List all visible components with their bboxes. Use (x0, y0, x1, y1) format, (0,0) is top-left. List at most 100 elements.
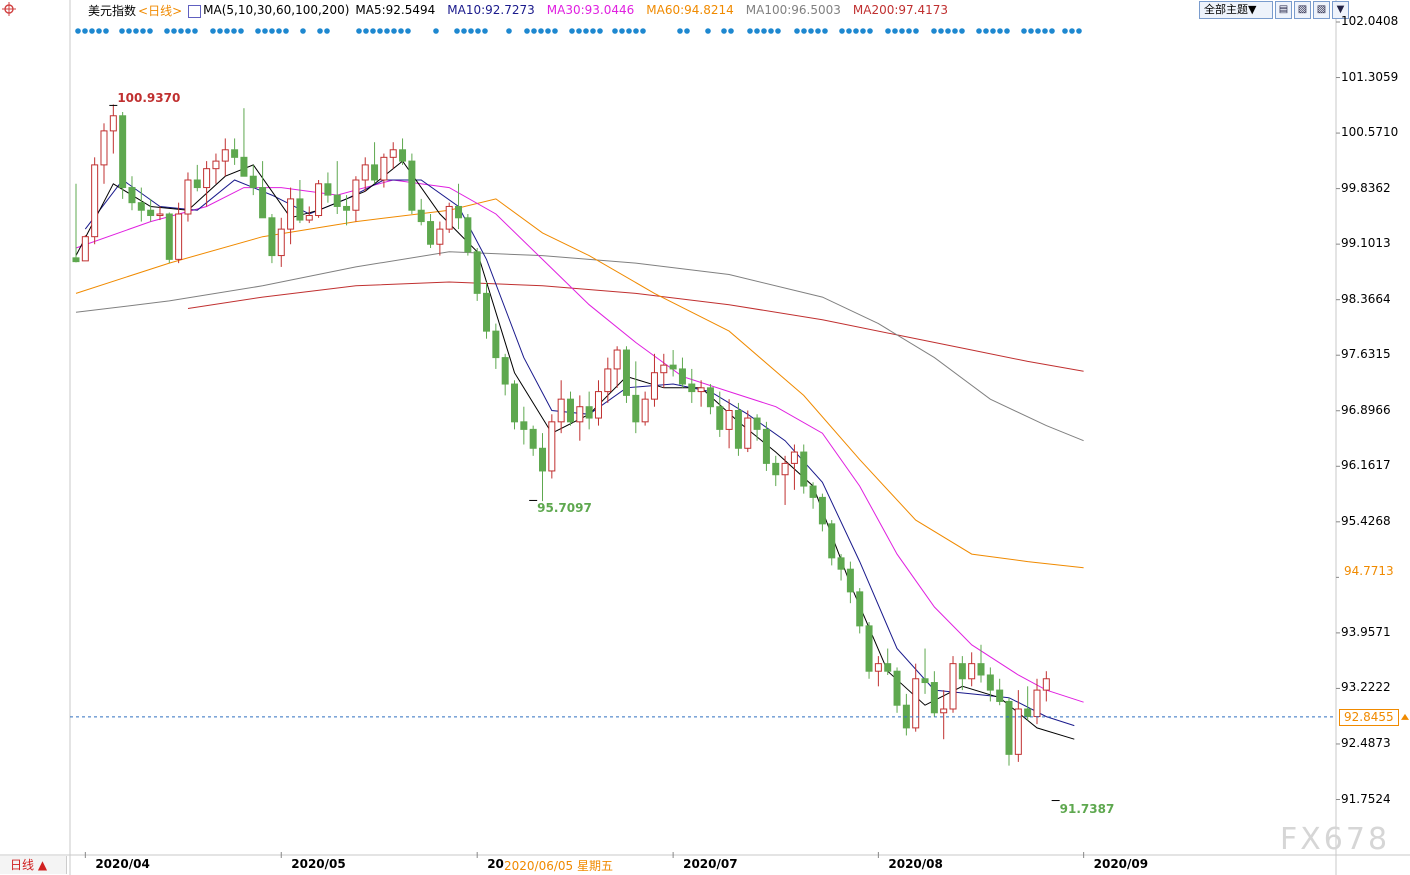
event-dot[interactable] (276, 28, 282, 34)
event-dot[interactable] (997, 28, 1003, 34)
event-dot[interactable] (576, 28, 582, 34)
event-dot[interactable] (990, 28, 996, 34)
event-dot[interactable] (545, 28, 551, 34)
event-dot[interactable] (815, 28, 821, 34)
event-dot[interactable] (590, 28, 596, 34)
event-dot[interactable] (82, 28, 88, 34)
event-dot[interactable] (185, 28, 191, 34)
event-dot[interactable] (300, 28, 306, 34)
event-dot[interactable] (210, 28, 216, 34)
event-dot[interactable] (377, 28, 383, 34)
event-dot[interactable] (1004, 28, 1010, 34)
event-dot[interactable] (597, 28, 603, 34)
event-dot[interactable] (126, 28, 132, 34)
event-dot[interactable] (839, 28, 845, 34)
event-dot[interactable] (391, 28, 397, 34)
event-dot[interactable] (640, 28, 646, 34)
event-dot[interactable] (283, 28, 289, 34)
event-dot[interactable] (531, 28, 537, 34)
event-dot[interactable] (931, 28, 937, 34)
event-dot[interactable] (853, 28, 859, 34)
event-dot[interactable] (482, 28, 488, 34)
event-dot[interactable] (775, 28, 781, 34)
event-dot[interactable] (754, 28, 760, 34)
event-dot[interactable] (1076, 28, 1082, 34)
event-dot[interactable] (794, 28, 800, 34)
event-dot[interactable] (468, 28, 474, 34)
event-dot[interactable] (384, 28, 390, 34)
window-icon[interactable]: ▧ (1294, 1, 1311, 19)
event-dot[interactable] (892, 28, 898, 34)
event-dot[interactable] (461, 28, 467, 34)
event-dot[interactable] (133, 28, 139, 34)
event-dot[interactable] (860, 28, 866, 34)
event-dot[interactable] (913, 28, 919, 34)
event-dot[interactable] (147, 28, 153, 34)
event-dot[interactable] (269, 28, 275, 34)
event-dot[interactable] (398, 28, 404, 34)
event-dot[interactable] (768, 28, 774, 34)
event-dot[interactable] (822, 28, 828, 34)
event-dot[interactable] (899, 28, 905, 34)
event-dot[interactable] (569, 28, 575, 34)
event-dot[interactable] (677, 28, 683, 34)
event-dot[interactable] (761, 28, 767, 34)
event-dot[interactable] (808, 28, 814, 34)
event-dot[interactable] (103, 28, 109, 34)
event-dot[interactable] (356, 28, 362, 34)
collapse-icon[interactable]: ▼ (1332, 1, 1349, 19)
period-tab[interactable]: <日线> (138, 3, 183, 18)
event-dot[interactable] (140, 28, 146, 34)
event-dot[interactable] (231, 28, 237, 34)
event-dot[interactable] (524, 28, 530, 34)
event-dot[interactable] (721, 28, 727, 34)
event-dot[interactable] (1049, 28, 1055, 34)
event-dot[interactable] (178, 28, 184, 34)
event-dot[interactable] (619, 28, 625, 34)
event-dot[interactable] (405, 28, 411, 34)
event-dot[interactable] (363, 28, 369, 34)
event-dot[interactable] (317, 28, 323, 34)
period-switch-button[interactable]: 日线 ▲ (0, 856, 67, 874)
event-dot[interactable] (238, 28, 244, 34)
crosshair-icon[interactable] (2, 2, 16, 16)
event-dot[interactable] (906, 28, 912, 34)
ma-settings-icon[interactable] (188, 4, 202, 18)
event-dot[interactable] (75, 28, 81, 34)
event-dot[interactable] (1035, 28, 1041, 34)
event-dot[interactable] (506, 28, 512, 34)
event-dot[interactable] (728, 28, 734, 34)
theme-select[interactable]: 全部主题▼ (1199, 1, 1273, 19)
event-dot[interactable] (976, 28, 982, 34)
ma-params[interactable]: MA(5,10,30,60,100,200) (203, 3, 350, 17)
event-dot[interactable] (747, 28, 753, 34)
event-dot[interactable] (164, 28, 170, 34)
split-icon[interactable]: ▧ (1313, 1, 1330, 19)
event-dot[interactable] (217, 28, 223, 34)
event-dot[interactable] (945, 28, 951, 34)
event-dot[interactable] (89, 28, 95, 34)
event-dot[interactable] (952, 28, 958, 34)
event-dot[interactable] (705, 28, 711, 34)
event-dot[interactable] (626, 28, 632, 34)
event-dot[interactable] (801, 28, 807, 34)
event-dot[interactable] (938, 28, 944, 34)
event-dot[interactable] (633, 28, 639, 34)
event-dot[interactable] (684, 28, 690, 34)
event-dot[interactable] (538, 28, 544, 34)
event-dot[interactable] (255, 28, 261, 34)
event-dot[interactable] (983, 28, 989, 34)
event-dot[interactable] (370, 28, 376, 34)
layout-icon[interactable]: ▤ (1275, 1, 1292, 19)
event-dot[interactable] (454, 28, 460, 34)
event-dot[interactable] (612, 28, 618, 34)
event-dot[interactable] (96, 28, 102, 34)
event-dot[interactable] (959, 28, 965, 34)
event-dot[interactable] (262, 28, 268, 34)
event-dot[interactable] (1062, 28, 1068, 34)
event-dot[interactable] (171, 28, 177, 34)
event-dot[interactable] (1028, 28, 1034, 34)
event-dot[interactable] (224, 28, 230, 34)
event-dot[interactable] (475, 28, 481, 34)
